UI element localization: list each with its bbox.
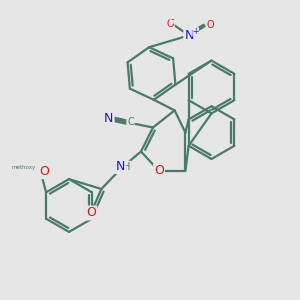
Text: O: O [87,206,96,220]
Text: H: H [123,161,130,172]
Text: C: C [127,117,134,128]
Text: -: - [170,14,174,24]
Text: O: O [154,164,164,178]
Text: N: N [115,160,125,173]
Text: O: O [166,19,174,29]
Text: N: N [184,29,194,42]
Text: O: O [206,20,214,30]
Text: +: + [192,27,199,36]
Text: O: O [39,165,49,178]
Text: methoxy: methoxy [12,166,36,170]
Text: N: N [104,112,114,125]
